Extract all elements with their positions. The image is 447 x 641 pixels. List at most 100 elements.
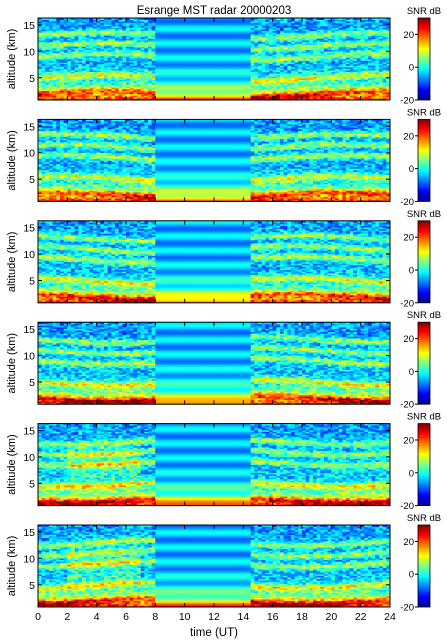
heatmap-cell bbox=[144, 70, 149, 73]
heatmap-cell bbox=[111, 90, 116, 93]
heatmap-cell bbox=[60, 51, 65, 54]
heatmap-cell bbox=[38, 19, 43, 22]
heatmap-cell bbox=[148, 76, 153, 79]
heatmap-cell bbox=[49, 38, 54, 41]
heatmap-cell bbox=[82, 81, 87, 84]
heatmap-cell bbox=[115, 85, 120, 88]
heatmap-cell bbox=[162, 21, 167, 24]
heatmap-cell bbox=[45, 82, 50, 85]
heatmap-cell bbox=[151, 36, 156, 39]
heatmap-cell bbox=[38, 51, 43, 54]
heatmap-cell bbox=[115, 63, 120, 66]
heatmap-cell bbox=[38, 68, 43, 71]
heatmap-cell bbox=[151, 65, 156, 68]
heatmap-cell bbox=[137, 51, 142, 54]
heatmap-cell bbox=[85, 59, 90, 61]
heatmap-cell bbox=[155, 71, 160, 74]
heatmap-cell bbox=[148, 55, 153, 58]
heatmap-cell bbox=[151, 57, 156, 60]
heatmap-cell bbox=[118, 98, 123, 101]
heatmap-cell bbox=[133, 57, 138, 60]
heatmap-cell bbox=[162, 46, 167, 49]
heatmap-cell bbox=[151, 27, 156, 30]
heatmap-cell bbox=[148, 33, 153, 36]
heatmap-cell bbox=[159, 49, 164, 52]
heatmap-cell bbox=[129, 38, 134, 41]
heatmap-cell bbox=[49, 70, 54, 73]
heatmap-cell bbox=[93, 68, 98, 71]
heatmap-cell bbox=[74, 63, 79, 66]
heatmap-cell bbox=[107, 40, 112, 43]
heatmap-cell bbox=[129, 59, 134, 61]
heatmap-cell bbox=[126, 63, 131, 66]
heatmap-cell bbox=[155, 49, 160, 52]
heatmap-cell bbox=[49, 77, 54, 80]
heatmap-cell bbox=[82, 44, 87, 47]
heatmap-cell bbox=[78, 55, 83, 58]
heatmap-cell bbox=[129, 93, 134, 96]
heatmap-cell bbox=[122, 22, 127, 25]
heatmap-cell bbox=[151, 41, 156, 44]
heatmap-cell bbox=[60, 19, 65, 22]
heatmap-cell bbox=[74, 88, 79, 91]
heatmap-cell bbox=[67, 29, 72, 32]
heatmap-cell bbox=[67, 44, 72, 47]
heatmap-cell bbox=[115, 49, 120, 52]
heatmap-cell bbox=[151, 66, 156, 69]
heatmap-cell bbox=[122, 85, 127, 88]
heatmap-cell bbox=[52, 54, 57, 57]
heatmap-cell bbox=[104, 82, 109, 85]
heatmap-cell bbox=[144, 79, 149, 82]
heatmap-cell bbox=[100, 63, 105, 66]
heatmap-cell bbox=[71, 62, 76, 65]
heatmap-cell bbox=[63, 82, 68, 85]
heatmap-cell bbox=[140, 85, 145, 88]
heatmap-cell bbox=[93, 70, 98, 73]
heatmap-cell bbox=[82, 71, 87, 74]
heatmap-cell bbox=[45, 54, 50, 57]
heatmap-cell bbox=[63, 59, 68, 61]
heatmap-cell bbox=[82, 96, 87, 99]
heatmap-cell bbox=[89, 73, 94, 76]
heatmap-cell bbox=[56, 96, 61, 99]
heatmap-cell bbox=[170, 73, 175, 76]
heatmap-cell bbox=[151, 33, 156, 36]
heatmap-cell bbox=[49, 57, 54, 60]
heatmap-cell bbox=[129, 68, 134, 71]
heatmap-cell bbox=[162, 88, 167, 91]
heatmap-cell bbox=[96, 54, 101, 57]
heatmap-cell bbox=[140, 18, 145, 20]
heatmap-cell bbox=[170, 59, 175, 61]
heatmap-cell bbox=[170, 79, 175, 82]
heatmap-cell bbox=[41, 95, 46, 98]
heatmap-cells bbox=[38, 18, 391, 101]
heatmap-cell bbox=[133, 36, 138, 39]
heatmap-cell bbox=[52, 70, 57, 73]
heatmap-cell bbox=[85, 55, 90, 58]
heatmap-cell bbox=[104, 36, 109, 39]
heatmap-cell bbox=[74, 29, 79, 32]
heatmap-cell bbox=[89, 27, 94, 30]
heatmap-cell bbox=[82, 18, 87, 20]
heatmap-cell bbox=[71, 59, 76, 61]
heatmap-cell bbox=[49, 85, 54, 88]
heatmap-cell bbox=[170, 68, 175, 71]
heatmap-cell bbox=[71, 77, 76, 80]
heatmap-cell bbox=[38, 98, 43, 101]
heatmap-cell bbox=[159, 18, 164, 20]
heatmap-cell bbox=[60, 30, 65, 33]
heatmap-cell bbox=[74, 96, 79, 99]
heatmap-cell bbox=[159, 46, 164, 49]
heatmap-cell bbox=[115, 77, 120, 80]
heatmap-cell bbox=[111, 93, 116, 96]
heatmap-cell bbox=[159, 98, 164, 101]
heatmap-cell bbox=[96, 66, 101, 69]
heatmap-cell bbox=[41, 22, 46, 25]
heatmap-cell bbox=[137, 71, 142, 74]
heatmap-cell bbox=[56, 73, 61, 76]
heatmap-cell bbox=[148, 90, 153, 93]
heatmap-cell bbox=[126, 70, 131, 73]
heatmap-cell bbox=[38, 63, 43, 66]
heatmap-cell bbox=[118, 40, 123, 43]
heatmap-cell bbox=[89, 49, 94, 52]
